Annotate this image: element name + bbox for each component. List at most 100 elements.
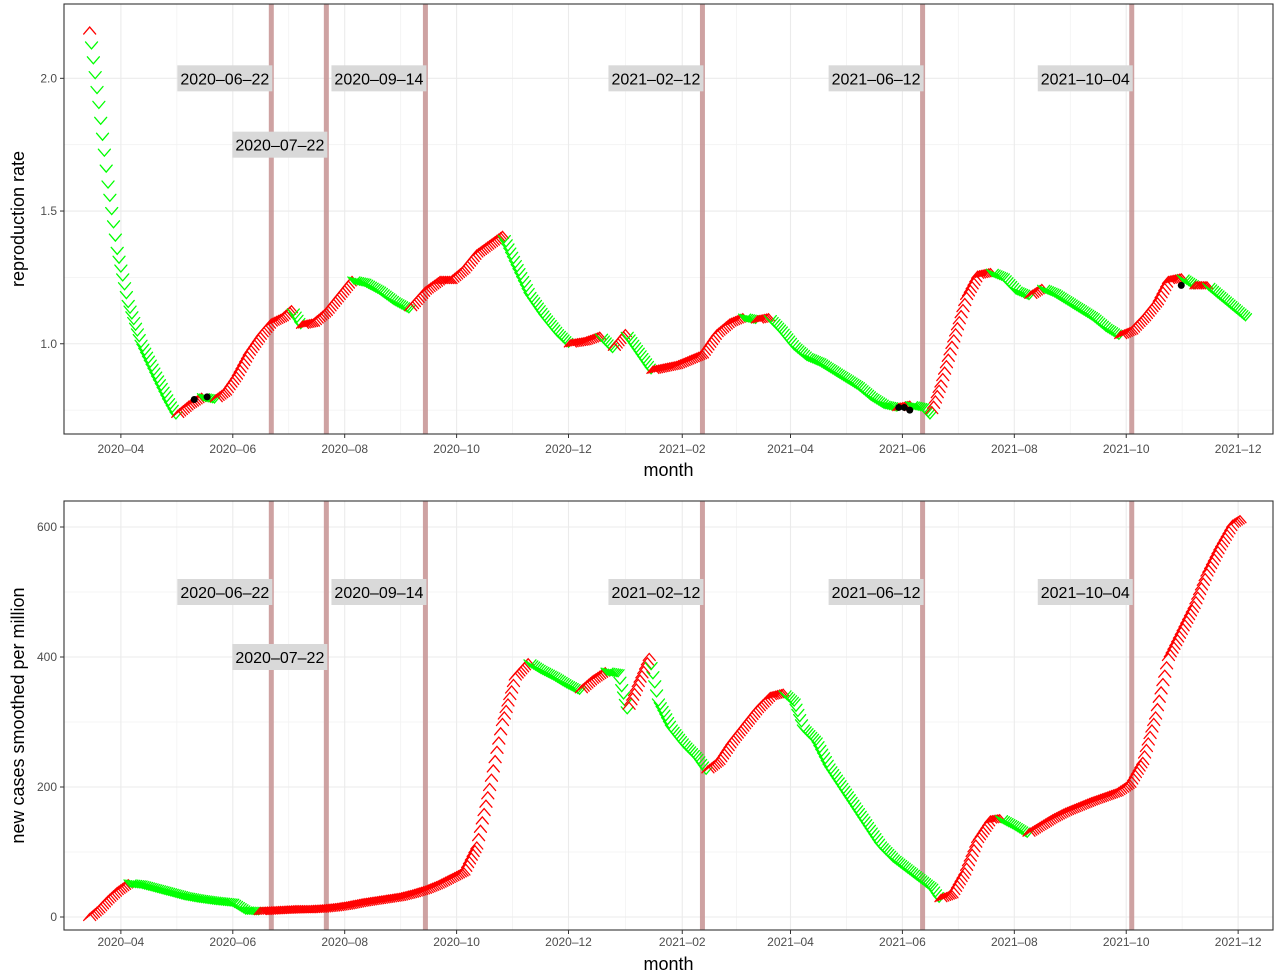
falling-marker xyxy=(609,668,623,678)
rising-marker xyxy=(1180,615,1194,625)
rising-marker xyxy=(1042,815,1056,825)
falling-marker xyxy=(565,682,579,692)
annotation-box xyxy=(608,65,704,92)
falling-marker xyxy=(512,267,526,277)
reproduction-rate-panel: 2020–06–22 2020–07–22 2020–09–14 2021–02–12… xyxy=(8,3,1274,480)
rising-marker xyxy=(761,312,776,322)
falling-marker xyxy=(136,880,150,890)
falling-marker xyxy=(1013,825,1027,834)
falling-marker xyxy=(868,394,882,404)
rising-marker xyxy=(934,893,948,903)
rising-marker xyxy=(431,880,445,889)
falling-marker xyxy=(363,281,378,291)
falling-marker xyxy=(536,666,550,676)
falling-marker xyxy=(138,881,152,890)
falling-marker xyxy=(352,277,367,287)
falling-marker xyxy=(793,713,807,723)
rising-marker xyxy=(271,314,286,324)
annotation-label: 2021–06–12 xyxy=(832,71,921,88)
falling-marker xyxy=(506,255,521,265)
rising-marker xyxy=(418,885,433,894)
falling-marker xyxy=(1053,292,1067,302)
falling-marker xyxy=(371,285,385,295)
rising-marker xyxy=(1158,669,1172,678)
rising-marker xyxy=(668,360,682,370)
annotation-box xyxy=(232,644,328,670)
falling-marker xyxy=(226,898,240,908)
annotation-box xyxy=(232,131,328,158)
rising-marker xyxy=(725,317,739,326)
falling-marker xyxy=(818,755,833,765)
rising-marker xyxy=(952,315,966,325)
rising-marker xyxy=(1198,280,1212,290)
falling-marker xyxy=(571,685,585,695)
falling-marker xyxy=(1004,819,1018,829)
rising-marker xyxy=(1073,801,1088,810)
rising-marker xyxy=(457,867,471,876)
falling-marker xyxy=(802,353,816,363)
rising-marker xyxy=(580,335,594,345)
x-tick-label: 2021–08 xyxy=(991,935,1038,949)
falling-marker xyxy=(1007,821,1021,831)
rising-marker xyxy=(1033,821,1047,831)
falling-marker xyxy=(515,275,530,285)
rising-marker xyxy=(1216,535,1231,545)
rising-marker xyxy=(758,313,772,323)
rising-marker xyxy=(629,683,644,692)
falling-marker xyxy=(842,376,856,386)
rising-marker xyxy=(504,685,519,694)
falling-marker xyxy=(525,660,539,669)
falling-marker xyxy=(143,359,157,369)
falling-marker xyxy=(789,703,803,713)
falling-marker xyxy=(1040,286,1054,295)
falling-marker xyxy=(818,361,833,371)
x-tick-label: 2021–12 xyxy=(1215,442,1262,456)
rising-marker xyxy=(1225,519,1240,528)
rising-marker xyxy=(954,309,968,319)
falling-marker xyxy=(833,370,847,380)
rising-marker xyxy=(405,889,420,898)
rising-marker xyxy=(444,873,458,883)
rising-marker xyxy=(587,333,601,342)
rising-marker xyxy=(1117,329,1132,338)
falling-marker xyxy=(286,308,300,317)
falling-marker xyxy=(655,705,669,715)
falling-marker xyxy=(829,368,844,378)
rising-marker xyxy=(475,815,489,825)
falling-marker xyxy=(998,816,1012,826)
falling-marker xyxy=(123,305,137,315)
falling-marker xyxy=(125,311,139,320)
rising-marker xyxy=(495,717,510,727)
rising-marker xyxy=(954,873,968,883)
falling-marker xyxy=(552,675,566,685)
falling-marker xyxy=(1013,288,1027,297)
falling-marker xyxy=(112,255,126,265)
falling-marker xyxy=(849,380,864,390)
rising-marker xyxy=(415,886,429,895)
rising-marker xyxy=(1183,607,1198,617)
falling-marker xyxy=(528,662,543,672)
annotation-label: 2020–07–22 xyxy=(235,138,324,155)
rising-marker xyxy=(482,782,497,792)
rising-marker xyxy=(926,400,941,409)
rising-marker xyxy=(760,313,774,322)
rising-marker xyxy=(240,350,255,360)
rising-marker xyxy=(1172,630,1187,639)
panel-border xyxy=(63,3,1274,435)
highlight-point xyxy=(203,393,211,401)
x-tick-label: 2020–08 xyxy=(321,442,368,456)
rising-marker xyxy=(1024,290,1038,299)
annotation-box xyxy=(177,579,273,605)
falling-marker xyxy=(150,884,165,894)
rising-marker xyxy=(440,275,455,285)
falling-marker xyxy=(1084,311,1099,321)
falling-marker xyxy=(1238,313,1253,322)
rising-marker xyxy=(948,327,963,337)
rising-marker xyxy=(681,355,695,365)
x-tick-label: 2020–04 xyxy=(98,935,145,949)
rising-marker xyxy=(941,891,955,900)
y-axis-title: reproduction rate xyxy=(8,151,28,287)
falling-marker xyxy=(117,282,132,291)
rising-marker xyxy=(1079,799,1093,808)
falling-marker xyxy=(822,363,836,373)
